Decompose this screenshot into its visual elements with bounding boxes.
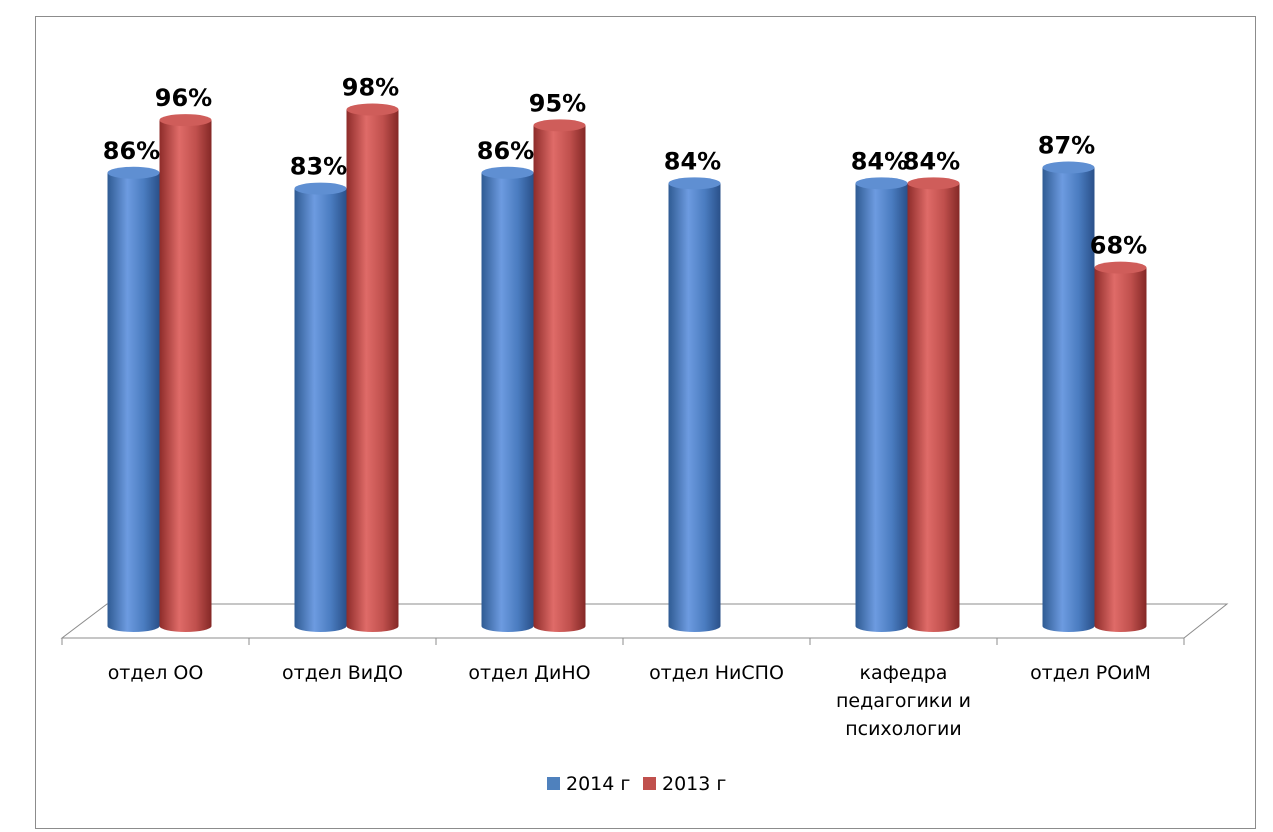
- data-label: 96%: [155, 84, 212, 112]
- bar-cap-2013 г-1: [346, 103, 399, 116]
- bar-cap-2014 г-4: [855, 177, 908, 190]
- category-label: отдел ОО: [108, 662, 204, 684]
- data-label: 86%: [477, 137, 534, 165]
- x-axis-ticks: [61, 638, 1185, 645]
- bar-2014 г-2: [481, 172, 534, 632]
- data-label: 98%: [342, 74, 399, 102]
- bar-cap-2013 г-0: [159, 114, 212, 127]
- bars-group: [107, 103, 1147, 633]
- category-label: психологии: [845, 718, 962, 740]
- bar-2014 г-4: [855, 183, 908, 632]
- category-labels-group: отдел ОО отдел ВиДО отдел ДиНО отдел НиСПО к…: [108, 662, 1151, 740]
- legend-swatch: [547, 777, 560, 790]
- bar-cap-2014 г-3: [668, 177, 721, 190]
- data-label: 84%: [664, 147, 721, 175]
- data-label: 95%: [529, 89, 586, 117]
- data-label: 87%: [1038, 132, 1095, 160]
- data-label: 83%: [290, 153, 347, 181]
- bar-2013 г-1: [346, 109, 399, 633]
- bar-2014 г-5: [1042, 167, 1095, 632]
- category-label: отдел НиСПО: [649, 662, 784, 684]
- bar-cap-2014 г-2: [481, 166, 534, 179]
- data-label: 68%: [1090, 232, 1147, 260]
- bar-2014 г-1: [294, 188, 347, 632]
- bar-cap-2013 г-4: [907, 177, 960, 190]
- data-label: 86%: [103, 137, 160, 165]
- bar-cap-2013 г-5: [1094, 261, 1147, 274]
- legend-swatch: [643, 777, 656, 790]
- bar-cap-2014 г-5: [1042, 161, 1095, 174]
- bar-cap-2014 г-0: [107, 166, 160, 179]
- category-label: отдел ДиНО: [468, 662, 590, 684]
- bar-2013 г-0: [159, 120, 212, 632]
- bar-cap-2014 г-1: [294, 182, 347, 195]
- data-labels-group: 86%96%83%98%86%95%84% 84%84%87%68%: [103, 74, 1147, 260]
- bar-2013 г-4: [907, 183, 960, 632]
- category-label: отдел ВиДО: [282, 662, 403, 684]
- bar-2014 г-0: [107, 172, 160, 632]
- legend-label: 2013 г: [662, 773, 726, 795]
- data-label: 84%: [851, 147, 908, 175]
- bar-2013 г-2: [533, 125, 586, 632]
- legend: 2014 г 2013 г: [547, 773, 726, 795]
- legend-label: 2014 г: [566, 773, 630, 795]
- category-label: отдел РОиМ: [1030, 662, 1151, 684]
- bar-2013 г-5: [1094, 267, 1147, 632]
- category-label: педагогики и: [836, 690, 971, 712]
- data-label: 84%: [903, 147, 960, 175]
- category-label: кафедра: [860, 662, 948, 684]
- bar-2014 г-3: [668, 183, 721, 632]
- bar-cap-2013 г-2: [533, 119, 586, 132]
